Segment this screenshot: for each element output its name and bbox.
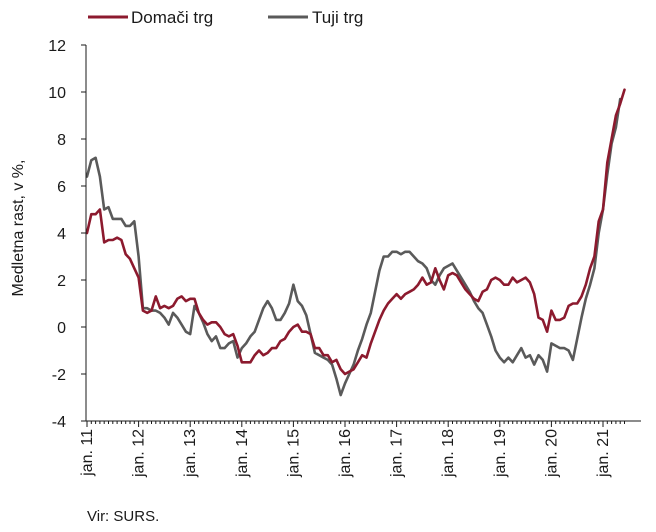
- y-tick-label: -2: [52, 367, 66, 384]
- y-axis-title: Medletna rast, v %,: [10, 160, 27, 297]
- x-tick-label: jan. 16: [337, 429, 354, 478]
- x-tick-label: jan. 13: [182, 429, 199, 478]
- y-axis: -4 -2 0 2 4 6 8 10 12: [48, 38, 86, 431]
- x-tick-label: jan. 12: [131, 429, 148, 478]
- series-layer: [85, 88, 626, 397]
- x-tick-label: jan. 20: [543, 429, 560, 478]
- legend-label-1: Tuji trg: [312, 8, 363, 27]
- legend: Domači trg Tuji trg: [88, 8, 363, 27]
- y-tick-label: 4: [57, 226, 66, 243]
- x-tick-label: jan. 15: [285, 429, 302, 478]
- x-tick-label: jan. 19: [492, 429, 509, 478]
- y-tick-label: 12: [48, 38, 66, 55]
- y-tick-label: 2: [57, 273, 66, 290]
- series-line-0: [85, 88, 626, 376]
- y-tick-label: 6: [57, 179, 66, 196]
- series-line-1: [85, 97, 622, 397]
- y-tick-label: -4: [52, 414, 66, 431]
- x-tick-label: jan. 11: [79, 429, 96, 477]
- x-tick-label: jan. 21: [595, 429, 612, 478]
- x-axis: jan. 11 jan. 12 jan. 13 jan. 14 jan. 15 jan. …: [79, 421, 625, 478]
- source-note: Vir: SURS.: [87, 508, 159, 525]
- y-tick-label: 8: [57, 132, 66, 149]
- y-tick-label: 0: [57, 320, 66, 337]
- x-tick-label: jan. 18: [440, 429, 457, 478]
- x-tick-label: jan. 17: [389, 429, 406, 478]
- y-tick-label: 10: [48, 85, 66, 102]
- legend-label-0: Domači trg: [131, 8, 213, 27]
- x-tick-label: jan. 14: [234, 429, 251, 478]
